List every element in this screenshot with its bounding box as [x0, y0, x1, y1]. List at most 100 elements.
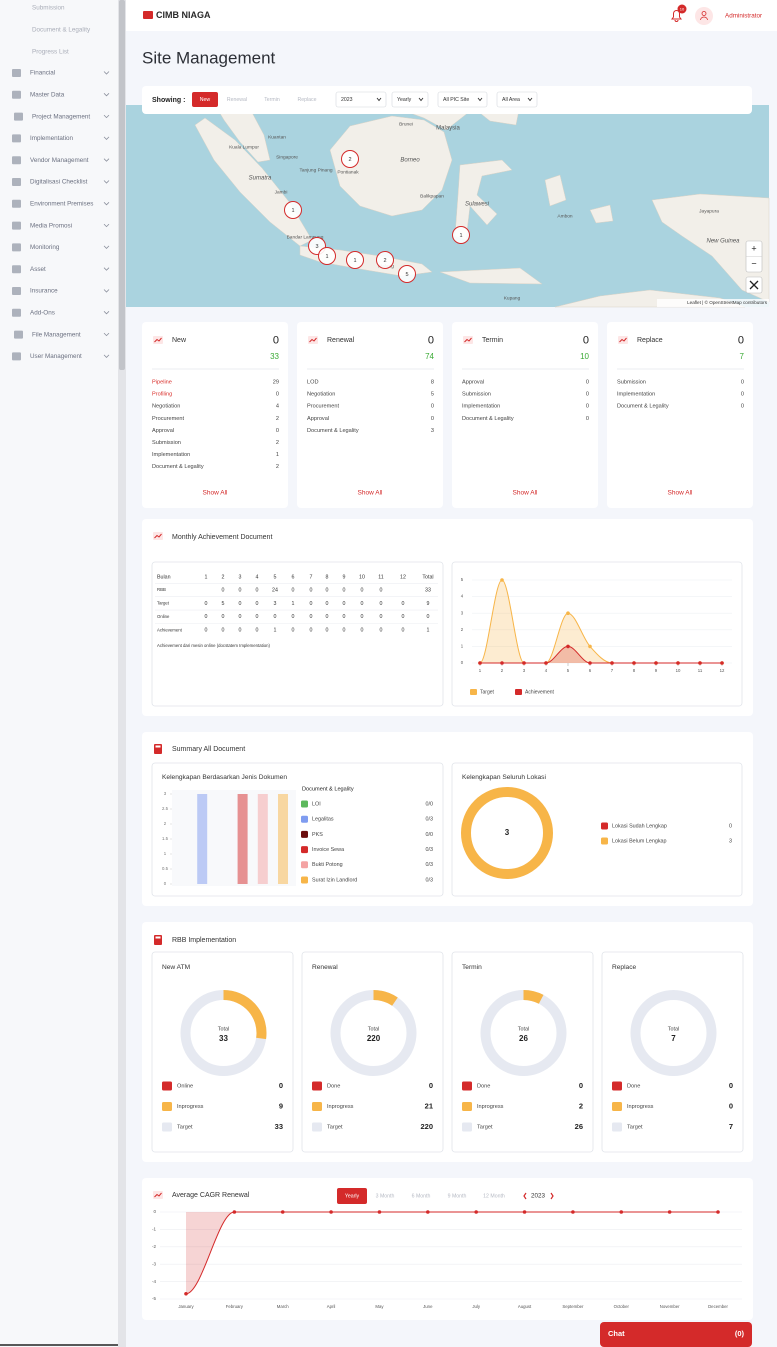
legend-label: Achievement [525, 689, 555, 695]
card-row-value: 0 [431, 416, 434, 422]
next-year[interactable] [550, 1192, 554, 1200]
table-box [151, 561, 444, 707]
menu-item[interactable]: Vendor Management [30, 157, 89, 164]
y-tick-label: 0 [461, 660, 464, 665]
sidebar-subitem[interactable]: Progress List [32, 49, 69, 56]
show-all-link[interactable]: Show All [203, 490, 228, 497]
donut-caption: Total [668, 1026, 679, 1032]
legend-value: 0 [579, 1081, 583, 1090]
table-header: 6 [292, 574, 295, 580]
period-tab[interactable]: 12 Month [483, 1193, 505, 1199]
period-tab[interactable]: 9 Month [448, 1193, 467, 1199]
map-marker[interactable] [398, 265, 416, 283]
sidebar-subitem[interactable]: Document & Legality [32, 27, 91, 34]
select[interactable] [437, 91, 488, 108]
filter-tab[interactable]: Termin [264, 97, 280, 103]
period-tab[interactable]: 3 Month [376, 1193, 395, 1199]
marker-count: 2 [348, 157, 351, 163]
table-cell: 1 [274, 628, 277, 634]
map-marker[interactable] [284, 201, 302, 219]
card-row-label: Implementation [462, 404, 500, 410]
menu-item[interactable]: Insurance [30, 288, 58, 295]
menu-icon [12, 69, 21, 77]
filter-label: Showing : [152, 97, 185, 104]
select[interactable] [335, 91, 387, 108]
map-place: Singapore [276, 154, 298, 160]
filter-tab[interactable]: Replace [297, 97, 316, 103]
show-all-link[interactable]: Show All [358, 490, 383, 497]
zoom-out[interactable]: − [751, 258, 756, 268]
table-header: 3 [239, 574, 242, 580]
point [184, 1291, 188, 1296]
menu-item[interactable]: Media Promosi [30, 222, 72, 229]
menu-item[interactable]: Master Data [30, 91, 65, 98]
donut-segment [223, 990, 267, 1040]
show-all-link[interactable]: Show All [668, 490, 693, 497]
map-marker[interactable] [452, 226, 470, 244]
legend-swatch [301, 846, 308, 854]
section-icon-inner [155, 745, 161, 748]
avatar[interactable] [695, 7, 713, 25]
menu-item[interactable]: Asset [30, 266, 46, 273]
menu-item[interactable]: Environment Premises [30, 200, 93, 207]
sidebar-subitem[interactable]: Submission [32, 5, 65, 12]
y-tick-label: 1 [461, 644, 464, 649]
zoom-in[interactable]: + [751, 243, 756, 253]
menu-item[interactable]: Financial [30, 70, 55, 77]
bar [257, 794, 268, 884]
card-row-value: 4 [276, 404, 279, 410]
chat-count: (0) [735, 1329, 745, 1338]
donut-total: 26 [519, 1034, 528, 1043]
menu-item[interactable]: File Management [32, 331, 81, 338]
land [439, 267, 543, 285]
chat-label: Chat [608, 1329, 625, 1338]
map-marker[interactable] [341, 150, 359, 168]
select[interactable] [496, 91, 538, 108]
show-all-link[interactable]: Show All [513, 490, 538, 497]
section-icon-line [464, 337, 472, 343]
card-row-label: Pipeline [152, 379, 172, 385]
card [142, 322, 288, 508]
chat-button[interactable] [600, 1322, 752, 1347]
section-title: RBB Implementation [172, 937, 236, 944]
table-cell: 0 [239, 601, 242, 607]
menu-icon [12, 178, 21, 186]
donut-track [630, 990, 717, 1076]
point [654, 661, 658, 665]
panel [151, 951, 294, 1153]
menu-icon [12, 352, 21, 361]
marker-count: 2 [383, 258, 386, 264]
menu-item[interactable]: Digitalisasi Checklist [30, 179, 88, 186]
map-place: Bandar Lampung [287, 234, 324, 240]
card-row-label: Procurement [307, 404, 339, 410]
map-marker[interactable] [346, 251, 364, 269]
card-row-label: Implementation [617, 392, 655, 398]
menu-item[interactable]: Monitoring [30, 244, 60, 251]
prev-year[interactable] [523, 1192, 527, 1200]
map-place: Sulawesi [465, 202, 490, 208]
bell-icon[interactable] [671, 10, 682, 22]
select[interactable] [391, 91, 429, 108]
menu-item[interactable]: Add-Ons [30, 309, 55, 316]
period-tab[interactable]: Yearly [345, 1193, 360, 1199]
period-tab[interactable]: 6 Month [412, 1193, 431, 1199]
map-marker[interactable] [376, 251, 394, 269]
legend-label: Lokasi Belum Lengkap [612, 838, 667, 844]
legend-value: 0 [729, 1101, 733, 1110]
point [500, 661, 504, 665]
y-tick-label: 1 [164, 851, 167, 856]
x-tick-label: 5 [567, 668, 570, 673]
user-name[interactable]: Administrator [725, 13, 762, 20]
menu-item[interactable]: User Management [30, 353, 82, 360]
land [651, 193, 770, 303]
table-cell: 0 [343, 628, 346, 634]
filter-tab[interactable]: Renewal [227, 97, 247, 103]
menu-item[interactable]: Project Management [32, 113, 90, 120]
filter-tab[interactable]: New [200, 97, 211, 103]
land [589, 204, 614, 224]
chevron [103, 354, 110, 358]
area-fill [480, 580, 722, 663]
point [566, 611, 570, 615]
menu-item[interactable]: Implementation [30, 135, 74, 142]
map-marker[interactable] [318, 247, 336, 265]
